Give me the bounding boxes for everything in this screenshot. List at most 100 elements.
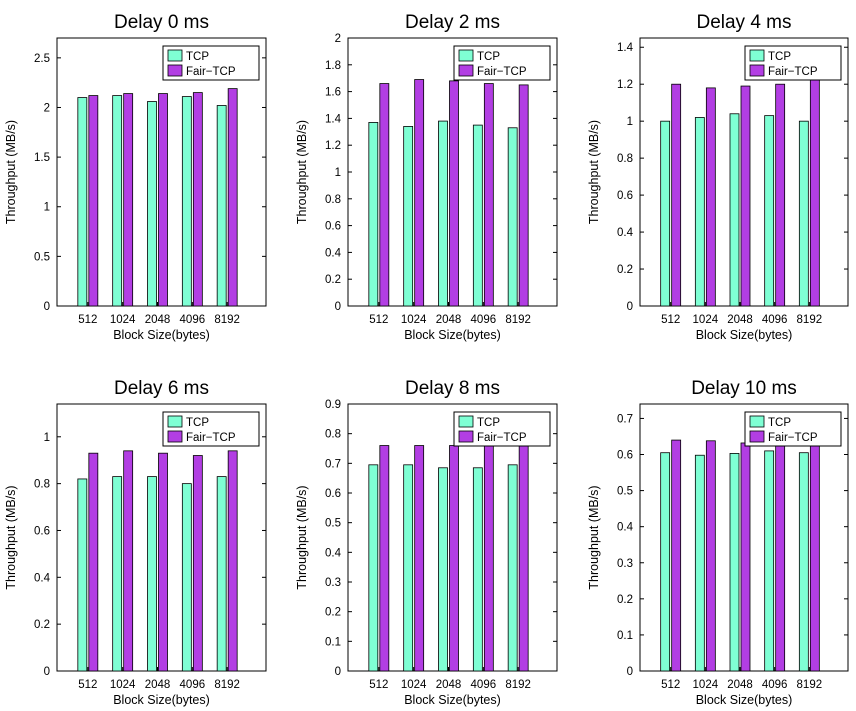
legend: TCP Fair−TCP <box>744 411 842 447</box>
x-tick-label: 8192 <box>505 314 531 326</box>
legend-label-fair-tcp: Fair−TCP <box>477 66 527 78</box>
bar-fair-tcp-8192 <box>809 78 820 307</box>
y-tick-label: 0.4 <box>325 547 342 559</box>
legend-swatch-tcp <box>167 49 183 62</box>
bar-tcp-8192 <box>216 105 227 307</box>
y-tick-label: 0.4 <box>325 247 342 259</box>
y-axis-label: Throughput (MB/s) <box>587 485 601 589</box>
x-tick-label: 8192 <box>797 679 823 691</box>
bar-tcp-2048 <box>438 120 448 307</box>
legend-swatch-tcp <box>749 415 765 428</box>
y-tick-label: 0.5 <box>34 251 50 263</box>
legend-label-tcp: TCP <box>186 417 209 429</box>
bar-tcp-8192 <box>507 464 518 672</box>
y-tick-label: 0.2 <box>617 264 633 276</box>
y-tick-label: 0 <box>627 666 633 678</box>
bar-tcp-1024 <box>403 126 414 307</box>
bar-tcp-4096 <box>181 483 192 672</box>
bar-fair-tcp-512 <box>88 95 99 307</box>
x-tick-label: 2048 <box>436 314 462 326</box>
x-axis-label: Block Size(bytes) <box>696 328 793 342</box>
y-tick-label: 0.6 <box>617 450 633 462</box>
y-tick-label: 2 <box>44 102 50 114</box>
y-tick-label: 0 <box>335 666 341 678</box>
x-tick-label: 512 <box>661 314 680 326</box>
y-tick-label: 0 <box>335 301 341 313</box>
bar-fair-tcp-4096 <box>192 455 203 672</box>
legend-label-tcp: TCP <box>768 417 791 429</box>
x-tick-label: 2048 <box>727 679 753 691</box>
x-tick-label: 1024 <box>401 314 427 326</box>
y-tick-label: 0.6 <box>34 525 50 537</box>
y-tick-label: 0.4 <box>617 522 634 534</box>
bar-tcp-512 <box>77 97 88 307</box>
chart-title: Delay 2 ms <box>405 12 500 33</box>
bar-tcp-1024 <box>112 95 123 307</box>
y-tick-label: 0.9 <box>325 399 341 411</box>
legend-label-fair-tcp: Fair−TCP <box>186 432 236 444</box>
legend: TCP Fair−TCP <box>162 45 260 81</box>
bar-tcp-1024 <box>694 117 705 307</box>
x-tick-label: 512 <box>661 679 680 691</box>
bar-fair-tcp-1024 <box>123 93 134 307</box>
chart-panel-5: Delay 8 ms 0 0.1 0.2 0.3 0.4 0.5 0.6 0.7 0.8 0.9 51… <box>295 378 558 707</box>
bar-fair-tcp-1024 <box>123 450 134 672</box>
bar-fair-tcp-1024 <box>414 79 425 307</box>
x-axis-label: Block Size(bytes) <box>696 693 793 707</box>
bar-fair-tcp-4096 <box>483 83 494 307</box>
y-tick-label: 1.4 <box>325 113 342 125</box>
x-tick-label: 2048 <box>145 679 171 691</box>
bar-tcp-1024 <box>112 476 123 672</box>
bar-tcp-8192 <box>507 127 518 307</box>
y-tick-label: 0 <box>44 666 50 678</box>
x-tick-label: 8192 <box>214 314 240 326</box>
x-tick-label: 512 <box>369 679 388 691</box>
chart-title: Delay 0 ms <box>114 12 209 33</box>
bar-tcp-8192 <box>798 120 809 307</box>
legend-swatch-tcp <box>167 415 183 428</box>
y-axis-label: Throughput (MB/s) <box>295 485 309 589</box>
y-axis-label: Throughput (MB/s) <box>295 120 309 224</box>
bar-fair-tcp-8192 <box>518 84 529 307</box>
bar-fair-tcp-1024 <box>705 440 716 672</box>
bar-fair-tcp-2048 <box>449 80 459 307</box>
legend-label-fair-tcp: Fair−TCP <box>186 66 236 78</box>
bar-tcp-2048 <box>147 101 157 307</box>
bar-fair-tcp-2048 <box>740 442 751 672</box>
y-tick-label: 1.8 <box>325 60 341 72</box>
y-tick-label: 0.8 <box>34 479 50 491</box>
chart-panel-2: Delay 2 ms 0 0.2 0.4 0.6 0.8 1 1.2 1.4 1.6 1.8 2 512… <box>295 12 558 342</box>
bar-tcp-8192 <box>216 476 227 672</box>
legend-swatch-tcp <box>458 49 474 62</box>
chart-panel-4: Delay 6 ms 0 0.2 0.4 0.6 0.8 1 512 1024 2048 4096 8… <box>4 378 267 707</box>
legend-label-fair-tcp: Fair−TCP <box>477 432 527 444</box>
x-tick-label: 4096 <box>471 679 497 691</box>
chart-title: Delay 10 ms <box>691 378 797 399</box>
y-tick-label: 0.8 <box>325 194 341 206</box>
y-tick-label: 1.4 <box>617 42 634 54</box>
y-tick-label: 1.6 <box>325 87 341 99</box>
x-axis-label: Block Size(bytes) <box>113 693 210 707</box>
bar-fair-tcp-8192 <box>518 442 529 672</box>
y-tick-label: 1 <box>335 167 341 179</box>
y-tick-label: 0.6 <box>617 190 633 202</box>
y-tick-label: 0.6 <box>325 221 341 233</box>
chart-title: Delay 8 ms <box>405 378 500 399</box>
x-tick-label: 4096 <box>762 679 788 691</box>
x-tick-label: 4096 <box>762 314 788 326</box>
bar-tcp-4096 <box>181 96 192 307</box>
bar-tcp-4096 <box>764 450 775 672</box>
bar-fair-tcp-512 <box>379 445 390 672</box>
legend-swatch-tcp <box>749 49 765 62</box>
x-tick-label: 512 <box>78 314 97 326</box>
bar-tcp-4096 <box>472 467 483 672</box>
y-tick-label: 0.5 <box>617 486 633 498</box>
y-axis-label: Throughput (MB/s) <box>587 120 601 224</box>
bar-tcp-512 <box>368 122 379 307</box>
x-axis-label: Block Size(bytes) <box>404 328 501 342</box>
y-tick-label: 0.3 <box>617 558 633 570</box>
x-tick-label: 1024 <box>110 314 136 326</box>
bar-fair-tcp-2048 <box>158 452 168 672</box>
y-axis-label: Throughput (MB/s) <box>4 485 18 589</box>
legend-swatch-fair-tcp <box>167 430 183 443</box>
